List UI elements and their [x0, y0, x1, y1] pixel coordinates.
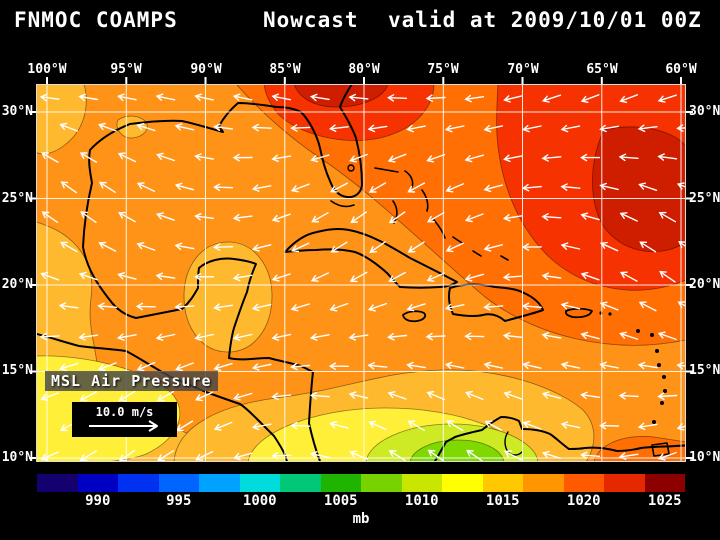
coastline-cuba	[284, 227, 458, 289]
coastline-south-america	[433, 416, 686, 462]
colorbar-segment	[320, 474, 361, 492]
coastline-trinidad	[651, 442, 670, 457]
colorbar	[37, 474, 685, 492]
wind-scale-arrow-icon	[88, 420, 158, 432]
wind-vectors	[39, 93, 686, 462]
wind-scale-label: 10.0 m/s	[95, 405, 154, 419]
coastline-hispaniola	[448, 283, 544, 322]
colorbar-segment	[482, 474, 523, 492]
lat-label: 15°N	[1, 363, 33, 378]
colorbar-tick: 990	[85, 493, 111, 509]
coastline-pacific	[36, 332, 289, 462]
colorbar-segment	[199, 474, 240, 492]
colorbar-segment	[604, 474, 645, 492]
colorbar-segment	[118, 474, 159, 492]
field-label: MSL Air Pressure	[45, 371, 218, 391]
colorbar-tick: 1015	[485, 493, 520, 509]
colorbar-unit-label: mb	[352, 511, 370, 527]
colorbar-tick: 1000	[242, 493, 277, 509]
colorbar-segment	[280, 474, 321, 492]
lat-label: 10°N	[689, 450, 720, 465]
coastline-lake-maracaibo	[504, 431, 523, 456]
colorbar-segment	[37, 474, 78, 492]
colorbar-tick: 1020	[566, 493, 601, 509]
colorbar-tick-labels: 990 995 1000 1005 1010 1015 1020 1025	[37, 493, 685, 509]
lat-label: 20°N	[689, 277, 720, 292]
lat-label: 25°N	[689, 191, 720, 206]
axis-ticks	[29, 77, 693, 459]
colorbar-segment	[442, 474, 483, 492]
colorbar-tick: 1010	[404, 493, 439, 509]
lat-label: 30°N	[1, 104, 33, 119]
colorbar-tick: 1005	[323, 493, 358, 509]
lon-label: 65°W	[586, 62, 618, 77]
colorbar-segment	[523, 474, 564, 492]
product-title: Nowcast	[263, 8, 359, 32]
pressure-field	[36, 84, 686, 462]
wind-scale-box: 10.0 m/s	[72, 402, 177, 437]
lon-label: 85°W	[269, 62, 301, 77]
lon-label: 75°W	[427, 62, 459, 77]
colorbar-segment	[401, 474, 442, 492]
colorbar-tick: 995	[166, 493, 192, 509]
model-title: FNMOC COAMPS	[14, 8, 178, 32]
coastlines	[36, 84, 686, 462]
colorbar-segment	[361, 474, 402, 492]
coastline-jamaica	[402, 310, 427, 323]
lon-label: 95°W	[110, 62, 142, 77]
lon-label: 100°W	[27, 62, 67, 77]
lon-label: 60°W	[665, 62, 697, 77]
colorbar-segment	[158, 474, 199, 492]
colorbar-segment	[239, 474, 280, 492]
valid-time-label: valid at 2009/10/01 00Z	[388, 8, 702, 32]
map-border	[36, 84, 686, 462]
pressure-map	[29, 77, 693, 462]
colorbar-tick: 1025	[647, 493, 682, 509]
lon-label: 70°W	[507, 62, 539, 77]
lat-label: 15°N	[689, 363, 720, 378]
coastline-bahamas	[330, 167, 509, 261]
colorbar-segment	[644, 474, 685, 492]
lat-label: 25°N	[1, 191, 33, 206]
lat-label: 30°N	[689, 104, 720, 119]
lake-okeechobee	[347, 164, 355, 172]
lat-label: 20°N	[1, 277, 33, 292]
coastline-lesser-antilles	[599, 311, 667, 424]
colorbar-segment	[563, 474, 604, 492]
lat-label: 10°N	[1, 450, 33, 465]
colorbar-segment	[77, 474, 118, 492]
lon-label: 90°W	[190, 62, 222, 77]
lon-label: 80°W	[348, 62, 380, 77]
